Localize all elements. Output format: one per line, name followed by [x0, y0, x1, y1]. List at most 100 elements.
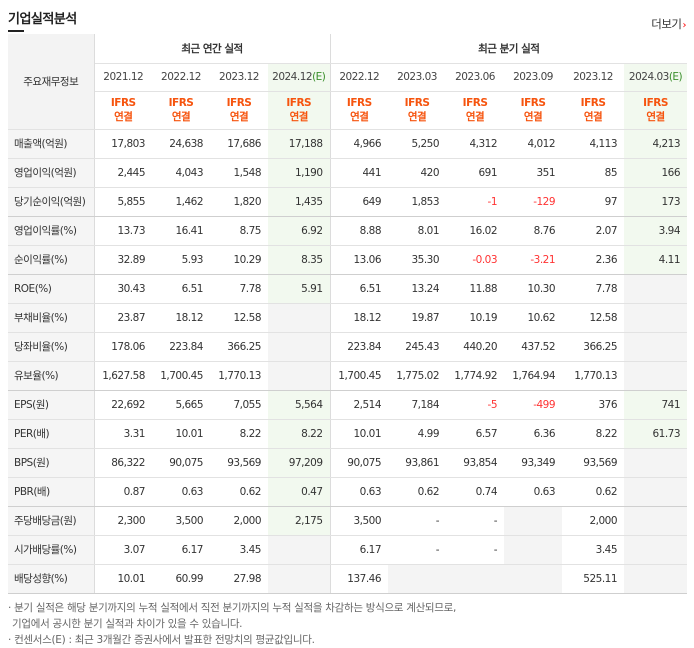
row-label: EPS(원) — [8, 390, 95, 420]
table-cell: 178.06 — [94, 332, 152, 362]
table-cell: 7.78 — [210, 274, 268, 304]
row-label: ROE(%) — [8, 274, 95, 304]
table-cell: 90,075 — [152, 448, 210, 478]
period-header: 2023.12 — [210, 63, 268, 92]
table-cell: 93,569 — [210, 448, 268, 478]
row-label: BPS(원) — [8, 448, 95, 478]
table-cell: 23.87 — [94, 303, 152, 333]
financial-table: 주요재무정보 최근 연간 실적 최근 분기 실적 2021.12 2022.12 2… — [8, 34, 688, 594]
table-cell: 1,820 — [210, 187, 268, 217]
table-cell: 1,190 — [268, 158, 331, 188]
row-label: 당기순이익(억원) — [8, 187, 95, 217]
table-cell: -3.21 — [504, 245, 563, 275]
table-cell: 1,700.45 — [152, 361, 210, 391]
row-label: 매출액(억원) — [8, 129, 95, 159]
footnotes: · 분기 실적은 해당 분기까지의 누적 실적에서 직전 분기까지의 누적 실적… — [8, 600, 456, 648]
ifrs-label: IFRS — [520, 97, 546, 109]
table-cell: 27.98 — [210, 564, 268, 594]
table-cell: 93,349 — [504, 448, 563, 478]
ifrs-label: IFRS — [168, 97, 194, 109]
table-cell: 6.51 — [329, 274, 389, 304]
row-label: 주당배당금(원) — [8, 506, 95, 536]
table-cell: 1,548 — [210, 158, 268, 188]
period-header: 2023.09 — [504, 63, 563, 92]
table-row: 영업이익(억원) 2,445 4,043 1,548 1,190 441 420 691 351… — [8, 158, 688, 188]
table-cell: - — [446, 506, 505, 536]
table-cell: 12.58 — [210, 303, 268, 333]
ifrs-label: IFRS — [462, 97, 488, 109]
table-cell: 12.58 — [562, 303, 625, 333]
ifrs-label: IFRS — [580, 97, 606, 109]
table-cell: -0.03 — [446, 245, 505, 275]
table-cell: 8.88 — [329, 216, 389, 246]
ifrs-label: IFRS — [110, 97, 136, 109]
table-cell: 17,803 — [94, 129, 152, 159]
table-cell: 0.87 — [94, 477, 152, 507]
table-cell: 10.62 — [504, 303, 563, 333]
row-label: 영업이익률(%) — [8, 216, 95, 246]
table-cell — [446, 564, 505, 594]
ifrs-header: IFRS 연결 — [268, 91, 331, 130]
table-cell: 2,300 — [94, 506, 152, 536]
table-cell: 1,435 — [268, 187, 331, 217]
table-cell: 5,564 — [268, 390, 331, 420]
table-cell: 4,113 — [562, 129, 625, 159]
row-label: 배당성향(%) — [8, 564, 95, 594]
table-cell: 5,855 — [94, 187, 152, 217]
row-label: PER(배) — [8, 419, 95, 449]
table-cell: 525.11 — [562, 564, 625, 594]
table-cell: -129 — [504, 187, 563, 217]
table-cell: 10.30 — [504, 274, 563, 304]
quarter-group-header: 최근 분기 실적 — [329, 34, 688, 64]
table-cell: 90,075 — [329, 448, 389, 478]
ifrs-header: IFRS 연결 — [210, 91, 268, 130]
table-cell — [504, 506, 563, 536]
table-cell: 3.45 — [562, 535, 625, 565]
table-cell: 3.94 — [624, 216, 688, 246]
consolidated-label: 연결 — [171, 111, 191, 123]
table-cell: 11.88 — [446, 274, 505, 304]
table-cell: 5.93 — [152, 245, 210, 275]
table-cell: 3,500 — [329, 506, 389, 536]
table-cell: 0.62 — [388, 477, 447, 507]
consolidated-label: 연결 — [289, 111, 309, 123]
table-cell — [624, 448, 688, 478]
table-cell: 8.76 — [504, 216, 563, 246]
table-cell: 0.63 — [329, 477, 389, 507]
consolidated-label: 연결 — [523, 111, 543, 123]
ifrs-label: IFRS — [404, 97, 430, 109]
period-header: 2021.12 — [94, 63, 152, 92]
table-cell — [268, 303, 331, 333]
table-cell: 351 — [504, 158, 563, 188]
ifrs-header: IFRS 연결 — [94, 91, 152, 130]
table-cell — [624, 361, 688, 391]
table-cell: 13.24 — [388, 274, 447, 304]
table-cell: 4,966 — [329, 129, 389, 159]
table-cell — [268, 564, 331, 594]
table-row: EPS(원) 22,692 5,665 7,055 5,564 2,514 7,184 -5-… — [8, 390, 688, 420]
table-cell: 19.87 — [388, 303, 447, 333]
table-cell: 2,514 — [329, 390, 389, 420]
section-title: 기업실적분석 — [8, 12, 77, 27]
table-cell: 8.75 — [210, 216, 268, 246]
consolidated-label: 연결 — [407, 111, 427, 123]
ifrs-header: IFRS 연결 — [504, 91, 563, 130]
ifrs-label: IFRS — [226, 97, 252, 109]
more-link[interactable]: 더보기› — [651, 16, 686, 32]
table-cell — [624, 477, 688, 507]
ifrs-label: IFRS — [286, 97, 312, 109]
table-cell: 420 — [388, 158, 447, 188]
table-cell: 10.01 — [329, 419, 389, 449]
table-cell: 4.99 — [388, 419, 447, 449]
table-cell: 440.20 — [446, 332, 505, 362]
table-cell: 3.45 — [210, 535, 268, 565]
table-cell: - — [446, 535, 505, 565]
table-row: 당기순이익(억원) 5,855 1,462 1,820 1,435 649 1,853 -1-… — [8, 187, 688, 217]
table-cell: -499 — [504, 390, 563, 420]
table-cell: 4,012 — [504, 129, 563, 159]
table-cell: 437.52 — [504, 332, 563, 362]
table-cell: 649 — [329, 187, 389, 217]
table-cell: 691 — [446, 158, 505, 188]
table-cell: 376 — [562, 390, 625, 420]
table-cell: 366.25 — [210, 332, 268, 362]
